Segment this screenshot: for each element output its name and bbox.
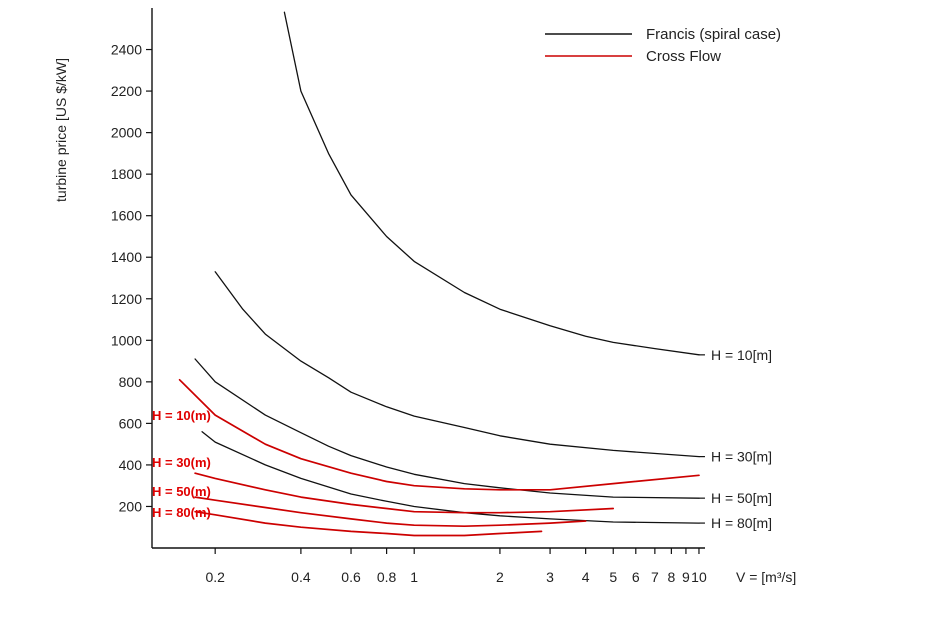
x-tick-label: 7 [651, 569, 659, 585]
series-label-francis-h80: H = 80[m] [711, 515, 772, 531]
y-axis-label: turbine price [US $/kW] [53, 58, 69, 202]
series-labels: H = 10[m] H = 30[m] H = 50[m] H = 80[m] H = … [152, 347, 772, 531]
x-axis-ticks: 0.2 0.4 0.6 0.8 1 2 3 4 5 6 7 8 9 10 [205, 548, 707, 585]
x-tick-label: 8 [667, 569, 675, 585]
series-line-francis-h10 [283, 11, 700, 356]
series-line-crossflow-h80 [194, 510, 543, 537]
x-tick-label: 3 [546, 569, 554, 585]
legend-label-crossflow: Cross Flow [646, 48, 721, 65]
x-tick-label: 6 [632, 569, 640, 585]
x-tick-label: 0.4 [291, 569, 311, 585]
series-line-francis-h80 [201, 431, 700, 524]
legend: Francis (spiral case) Cross Flow [545, 26, 781, 65]
x-tick-label: 5 [609, 569, 617, 585]
x-tick-label: 10 [691, 569, 707, 585]
y-tick-label: 800 [119, 374, 143, 390]
x-tick-label: 0.8 [377, 569, 397, 585]
series-line-crossflow-h50 [194, 496, 587, 528]
series-label-crossflow-h80: H = 80(m) [152, 505, 211, 520]
series-line-crossflow-h10 [178, 378, 700, 491]
axes [151, 8, 705, 549]
x-tick-label: 9 [682, 569, 690, 585]
series-label-crossflow-h10: H = 10(m) [152, 408, 211, 423]
y-axis-ticks: 200 400 600 800 1000 1200 1400 1600 1800 2000 2200… [111, 42, 152, 514]
x-tick-label: 1 [410, 569, 418, 585]
series-label-crossflow-h50: H = 50(m) [152, 484, 211, 499]
y-tick-label: 400 [119, 457, 143, 473]
x-tick-label: 4 [582, 569, 590, 585]
x-tick-label: 0.6 [341, 569, 361, 585]
series-line-francis-h30 [214, 271, 700, 458]
series-line-crossflow-h30 [194, 472, 615, 514]
y-tick-label: 1800 [111, 166, 142, 182]
x-axis-label: V = [m³/s] [736, 569, 796, 585]
y-tick-label: 2200 [111, 83, 142, 99]
y-tick-label: 1200 [111, 291, 142, 307]
series-line-francis-h50 [194, 358, 700, 499]
y-tick-label: 600 [119, 415, 143, 431]
x-tick-label: 0.2 [205, 569, 225, 585]
series-label-crossflow-h30: H = 30(m) [152, 455, 211, 470]
legend-label-francis: Francis (spiral case) [646, 26, 781, 43]
series-label-francis-h10: H = 10[m] [711, 347, 772, 363]
series-label-francis-h50: H = 50[m] [711, 490, 772, 506]
y-tick-label: 2400 [111, 42, 142, 58]
y-tick-label: 1600 [111, 208, 142, 224]
series-layer [178, 11, 700, 537]
y-tick-label: 1400 [111, 249, 142, 265]
series-label-francis-h30: H = 30[m] [711, 449, 772, 465]
y-tick-label: 200 [119, 498, 143, 514]
y-tick-label: 1000 [111, 332, 142, 348]
x-tick-label: 2 [496, 569, 504, 585]
y-tick-label: 2000 [111, 125, 142, 141]
